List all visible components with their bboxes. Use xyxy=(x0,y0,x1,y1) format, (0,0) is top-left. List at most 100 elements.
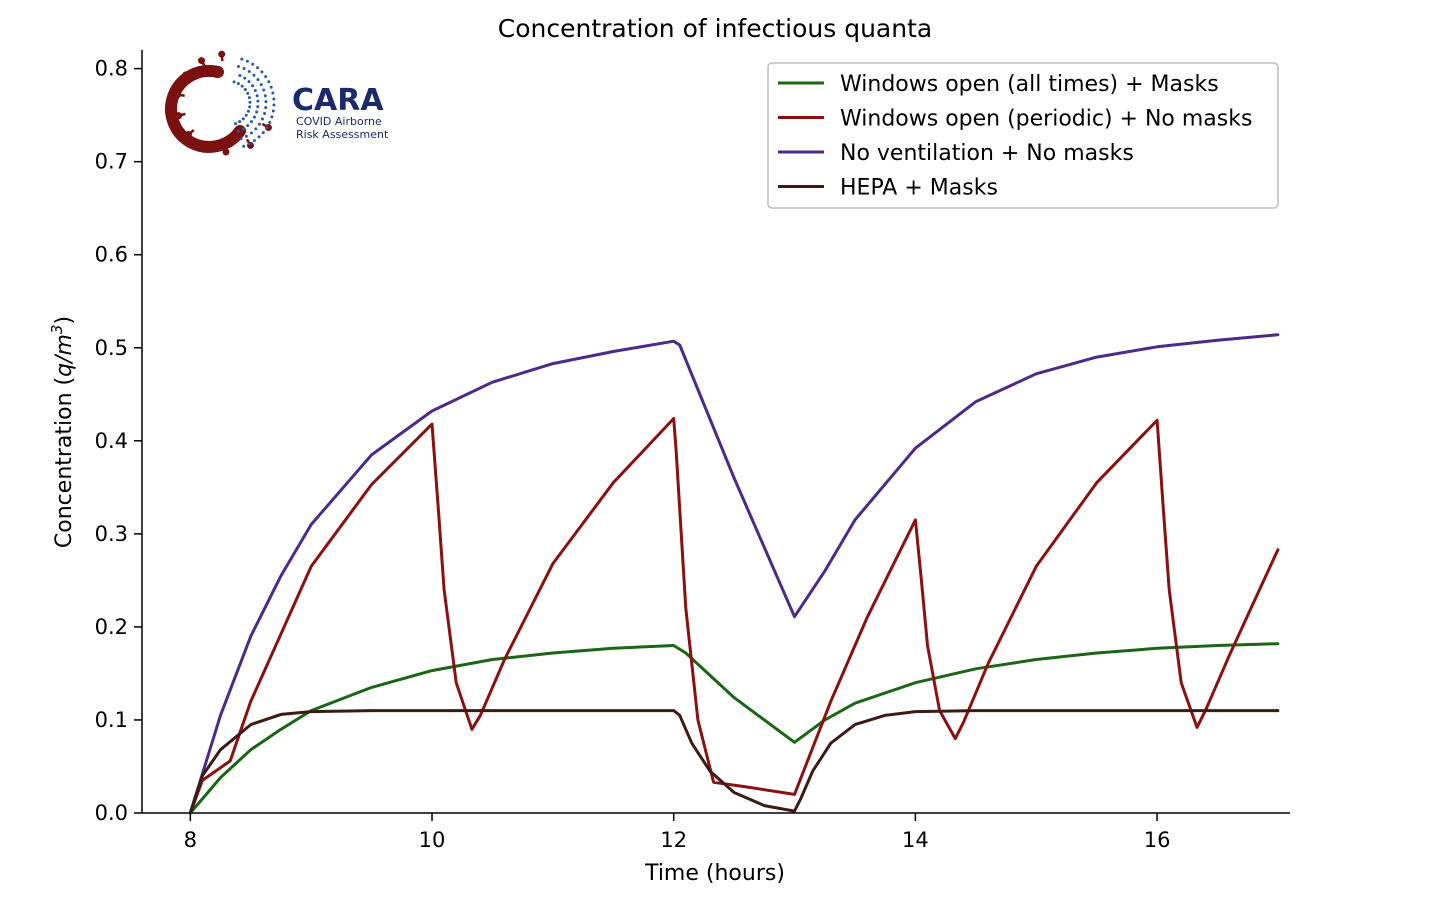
logo-dot xyxy=(244,134,248,138)
logo-dot xyxy=(255,110,259,114)
logo-dot xyxy=(248,100,252,104)
logo-dot xyxy=(264,106,268,110)
logo-dot xyxy=(240,84,244,88)
legend-items: Windows open (all times) + Masks Windows … xyxy=(778,72,1252,201)
logo-dot xyxy=(234,122,238,126)
logo-dot xyxy=(254,127,258,131)
logo-dot xyxy=(246,91,250,95)
logo-dot xyxy=(238,120,242,124)
logo-dot xyxy=(242,144,246,148)
logo-dot xyxy=(247,142,251,146)
virus-spike-head xyxy=(174,90,182,98)
logo-dot xyxy=(241,127,245,131)
logo-dot xyxy=(271,109,275,113)
logo-dot xyxy=(268,120,272,124)
logo-dot xyxy=(260,117,264,121)
virus-spike-head xyxy=(198,57,205,65)
logo-dot xyxy=(256,66,260,70)
logo-dot xyxy=(256,105,260,109)
logo-dot xyxy=(232,80,236,84)
series-line-1 xyxy=(188,642,1280,815)
logo-dot xyxy=(263,94,267,98)
x-tick-label: 12 xyxy=(660,828,687,852)
logo-dot xyxy=(236,82,240,86)
virus-spike-head xyxy=(218,50,226,58)
logo-dot xyxy=(261,131,265,135)
y-tick-label: 0.2 xyxy=(95,615,128,639)
logo-dot xyxy=(243,76,247,80)
logo-dot xyxy=(244,113,248,117)
logo-dot xyxy=(271,91,275,95)
logo-dot xyxy=(263,111,267,115)
logo-dot xyxy=(241,117,245,121)
y-tick-label: 0.4 xyxy=(95,429,128,453)
dots-arc-icon xyxy=(232,57,276,148)
legend-label-1: Windows open (all times) + Masks xyxy=(840,72,1219,97)
logo-dot xyxy=(249,120,253,124)
logo-dot xyxy=(252,139,256,143)
logo-dot xyxy=(258,122,262,126)
logo-dot xyxy=(260,70,264,74)
virus-ring-icon xyxy=(165,50,276,156)
y-axis-label: Concentration (q/m3) xyxy=(48,316,77,548)
tick-group: 8 10 12 14 16 0.0 0.1 0.2 0.3 0.4 0.5 0.6 0.7 0.8 xyxy=(95,57,1171,852)
logo-dot xyxy=(264,75,268,79)
logo-dot xyxy=(272,97,276,101)
x-tick-label: 16 xyxy=(1144,828,1171,852)
logo-dot xyxy=(246,124,250,128)
logo-subtitle-line1: COVID Airborne xyxy=(296,115,382,128)
chart-title: Concentration of infectious quanta xyxy=(498,14,932,43)
logo-dot xyxy=(252,115,256,119)
y-tick-label: 0.1 xyxy=(95,708,128,732)
logo-dot xyxy=(247,69,251,73)
logo-dot xyxy=(257,135,261,139)
virus-spike-head xyxy=(175,112,183,120)
virus-spike-head xyxy=(184,130,192,138)
logo-dot xyxy=(265,126,269,130)
logo-dot xyxy=(240,57,244,61)
x-tick-label: 14 xyxy=(902,828,929,852)
axes xyxy=(141,50,1290,814)
logo-dot xyxy=(252,73,256,77)
legend-frame xyxy=(767,62,1279,209)
logo-dot xyxy=(239,137,243,141)
logo-title: CARA xyxy=(292,83,384,118)
logo-dot xyxy=(236,129,240,133)
y-tick-label: 0.6 xyxy=(95,243,128,267)
logo-dot xyxy=(251,62,255,66)
series-group xyxy=(188,333,1280,815)
virus-spike-head xyxy=(264,124,272,131)
logo-dot xyxy=(236,64,240,68)
x-tick-label: 8 xyxy=(184,828,197,852)
logo-dot xyxy=(238,73,242,77)
legend-label-3: No ventilation + No masks xyxy=(840,141,1134,166)
logo-dot xyxy=(249,131,253,135)
y-tick-label: 0.7 xyxy=(95,150,128,174)
virus-spike-head xyxy=(222,148,230,156)
logo-dot xyxy=(253,89,257,93)
legend-label-4: HEPA + Masks xyxy=(840,176,998,201)
virus-spikes xyxy=(174,50,272,156)
y-tick-label: 0.3 xyxy=(95,522,128,546)
logo-dot xyxy=(246,109,250,113)
logo-dot xyxy=(262,88,266,92)
logo-dot xyxy=(251,84,255,88)
logo-dot xyxy=(256,99,260,103)
y-tick-label: 0.0 xyxy=(95,801,128,825)
logo-dot xyxy=(270,115,274,119)
logo-dot xyxy=(256,78,260,82)
virus-spike-head xyxy=(201,143,209,151)
series-line-2 xyxy=(188,417,1280,815)
cara-logo: CARA COVID Airborne Risk Assessment xyxy=(165,50,389,156)
logo-dot xyxy=(245,59,249,63)
logo-dot xyxy=(248,105,252,109)
logo-subtitle-line2: Risk Assessment xyxy=(296,128,389,141)
series-line-3 xyxy=(188,333,1280,815)
logo-dot xyxy=(255,94,259,98)
legend: Windows open (all times) + Masks Windows … xyxy=(767,62,1279,209)
virus-spike-head xyxy=(182,71,190,79)
series-line-4 xyxy=(188,709,1280,815)
x-axis-label: Time (hours) xyxy=(644,861,785,886)
logo-dot xyxy=(242,67,246,71)
